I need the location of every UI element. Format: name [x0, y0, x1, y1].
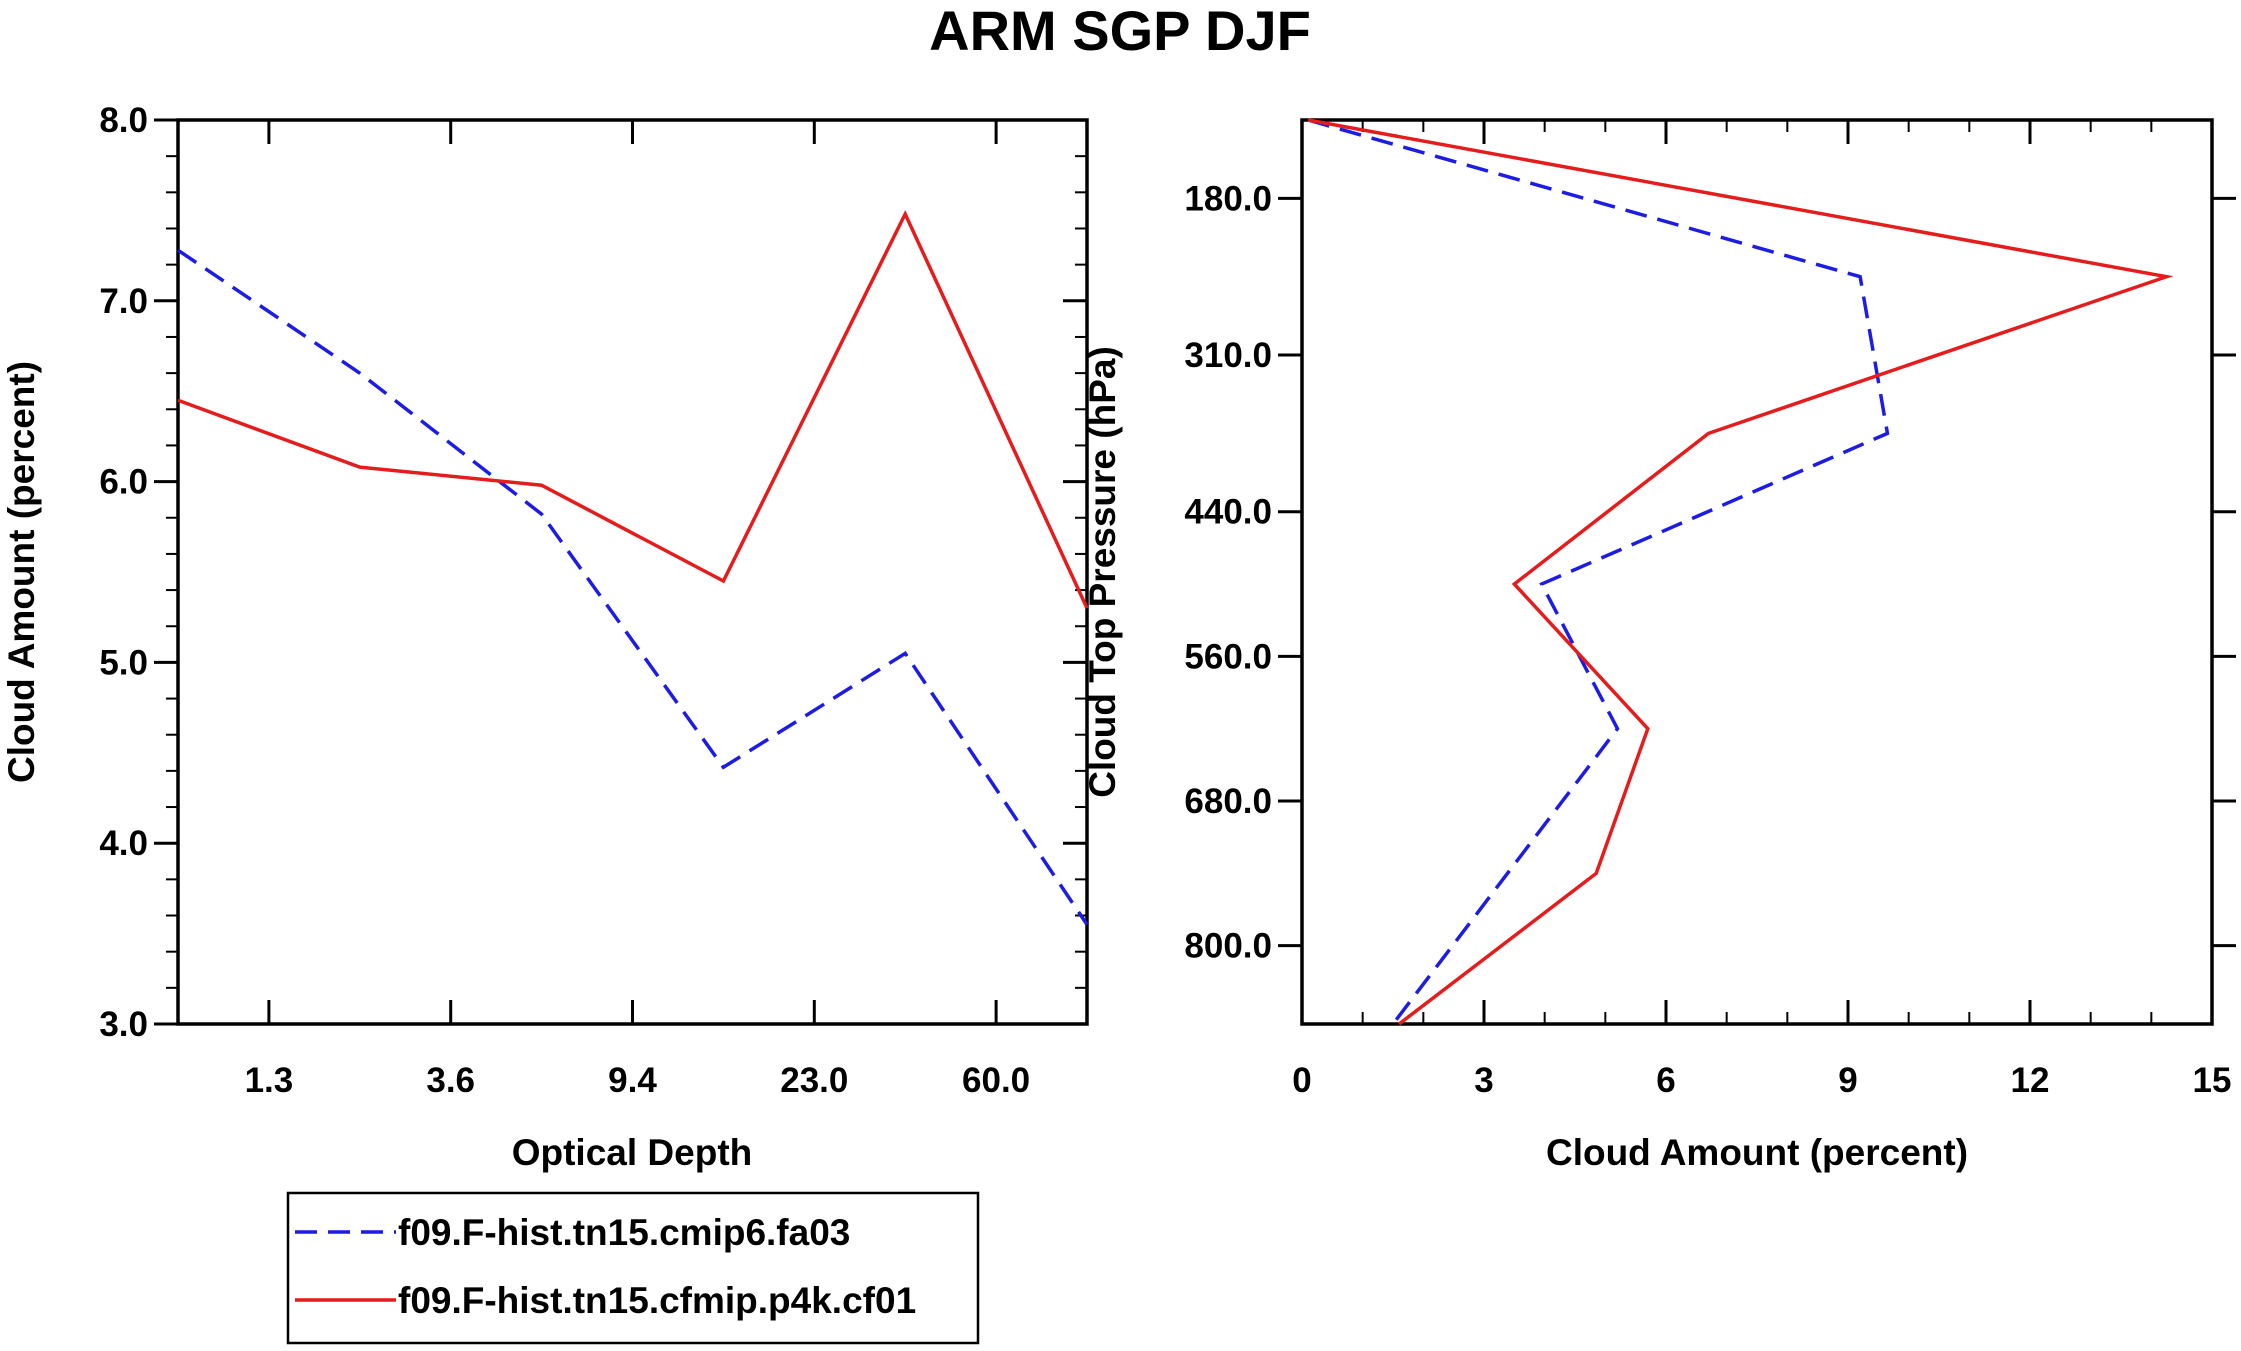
left-x-axis-label: Optical Depth [512, 1132, 753, 1173]
right-y-tick-label: 680.0 [1184, 782, 1272, 821]
chart-title: ARM SGP DJF [929, 0, 1311, 62]
left-y-axis-label: Cloud Amount (percent) [1, 361, 42, 783]
right-y-tick-label: 800.0 [1184, 927, 1272, 966]
optical-depth-panel: 3.0 4.0 5.0 6.0 7.0 8.0 1.3 3.6 9.4 23.0 60.0 Opti… [1, 101, 1089, 1173]
left-x-tick-label: 3.6 [426, 1061, 475, 1100]
left-axis-ticks: 3.0 4.0 5.0 6.0 7.0 8.0 1.3 3.6 9.4 23.0 60.0 [99, 101, 1087, 1100]
left-series-line-blue [177, 248, 1089, 926]
right-plot-frame [1300, 118, 2214, 1026]
right-x-tick-label: 12 [2011, 1061, 2050, 1100]
right-series-line-red [1307, 118, 2174, 1026]
left-y-tick-label: 8.0 [99, 101, 148, 140]
left-y-tick-label: 4.0 [99, 824, 148, 863]
right-series-group [1307, 118, 2174, 1026]
left-y-tick-label: 6.0 [99, 463, 148, 502]
cloud-top-pressure-panel: 0 3 6 9 12 15 180.0 310.0 440.0 560.0 680.0 800.0 C… [1082, 118, 2236, 1173]
left-y-tick-label: 3.0 [99, 1005, 148, 1044]
right-series-line-blue [1307, 118, 1890, 1026]
right-x-tick-label: 6 [1656, 1061, 1675, 1100]
left-y-tick-label: 7.0 [99, 282, 148, 321]
left-series-line-red [177, 209, 1089, 609]
legend: f09.F-hist.tn15.cmip6.fa03 f09.F-hist.tn… [286, 1191, 980, 1345]
right-y-tick-label: 560.0 [1184, 637, 1272, 676]
legend-label-red: f09.F-hist.tn15.cfmip.p4k.cf01 [398, 1280, 916, 1321]
right-y-tick-label: 310.0 [1184, 336, 1272, 375]
right-axis-ticks: 0 3 6 9 12 15 180.0 310.0 440.0 560.0 680.0 800.0 [1184, 120, 2236, 1100]
legend-label-blue: f09.F-hist.tn15.cmip6.fa03 [398, 1212, 850, 1253]
left-x-tick-label: 23.0 [780, 1061, 848, 1100]
right-y-tick-label: 180.0 [1184, 179, 1272, 218]
right-x-axis-label: Cloud Amount (percent) [1546, 1132, 1968, 1173]
right-y-axis-label: Cloud Top Pressure (hPa) [1082, 346, 1123, 798]
left-x-tick-label: 9.4 [608, 1061, 657, 1100]
left-plot-frame [176, 118, 1089, 1026]
left-x-tick-label: 60.0 [962, 1061, 1030, 1100]
left-x-tick-label: 1.3 [245, 1061, 294, 1100]
left-series-group [177, 209, 1089, 926]
right-x-tick-label: 9 [1838, 1061, 1857, 1100]
right-y-tick-label: 440.0 [1184, 493, 1272, 532]
right-x-tick-label: 3 [1474, 1061, 1493, 1100]
right-x-tick-label: 0 [1292, 1061, 1311, 1100]
right-x-tick-label: 15 [2193, 1061, 2232, 1100]
left-y-tick-label: 5.0 [99, 643, 148, 682]
legend-box [286, 1191, 980, 1345]
